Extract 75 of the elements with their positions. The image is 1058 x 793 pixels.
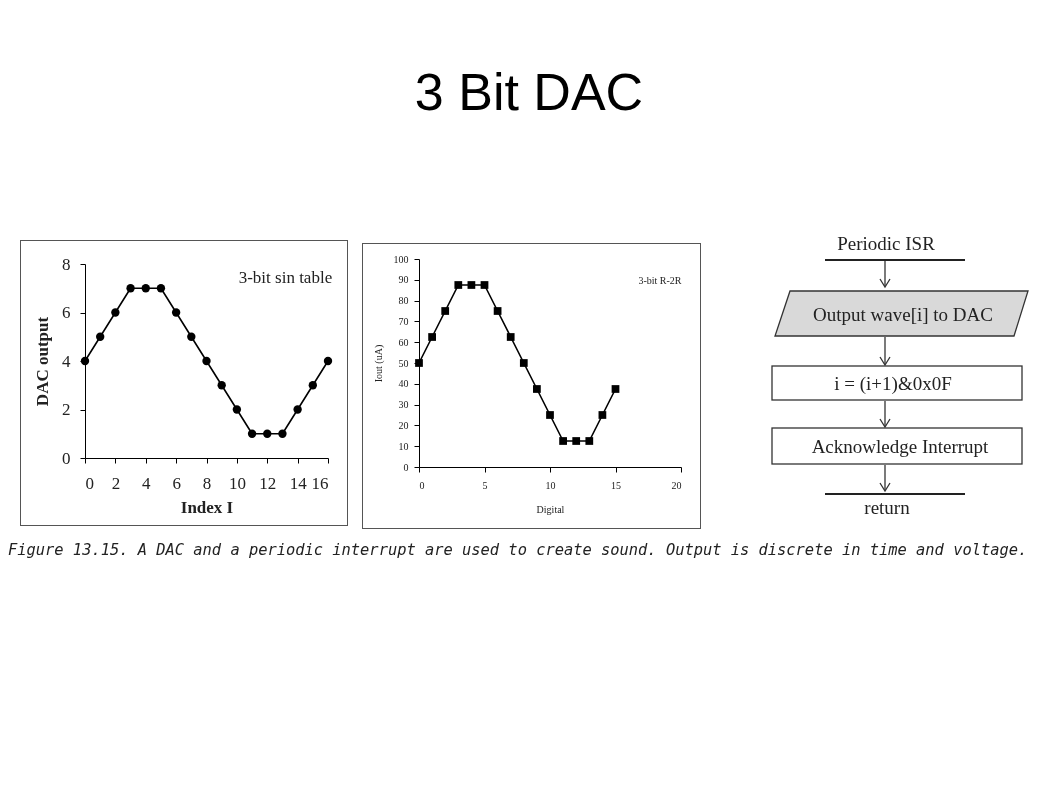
point xyxy=(247,429,257,438)
y-tick-label: 8 xyxy=(62,254,71,274)
x-axis-title: Digital xyxy=(536,503,565,515)
point xyxy=(546,411,554,419)
x-tick-label: 2 xyxy=(111,473,121,493)
point xyxy=(323,356,333,366)
y-tick-label: 4 xyxy=(62,351,71,371)
y-tick-label: 40 xyxy=(398,378,409,390)
point xyxy=(126,284,135,293)
text: 3-bit R-2R xyxy=(638,275,682,286)
point xyxy=(533,385,541,393)
x-axis-title: Index I xyxy=(180,497,234,517)
point xyxy=(111,308,120,317)
point xyxy=(428,333,436,341)
x-tick-label: 8 xyxy=(202,473,212,493)
point xyxy=(572,437,581,445)
point xyxy=(454,281,463,289)
y-tick-label: 6 xyxy=(62,303,71,322)
y-tick-label: 0 xyxy=(62,448,71,468)
x-tick-label: 10 xyxy=(545,479,556,491)
text: return xyxy=(864,497,911,518)
point xyxy=(293,405,302,414)
point xyxy=(187,332,196,341)
y-tick-label: 100 xyxy=(393,253,409,265)
y-tick-label: 0 xyxy=(403,461,409,473)
point xyxy=(263,429,272,438)
point xyxy=(467,281,476,289)
y-tick-label: 60 xyxy=(398,336,409,348)
y-tick-label: 70 xyxy=(398,315,409,327)
point xyxy=(441,307,450,315)
point xyxy=(480,281,489,289)
point xyxy=(217,381,226,390)
x-tick-label: 6 xyxy=(172,473,181,493)
point xyxy=(202,356,211,366)
x-tick-label: 0 xyxy=(85,473,94,493)
y-tick-label: 20 xyxy=(398,419,409,431)
text: i = (i+1)&0x0F xyxy=(834,373,952,395)
y-tick-label: 10 xyxy=(398,440,409,452)
point xyxy=(611,385,620,393)
point xyxy=(585,437,594,445)
x-tick-label: 15 xyxy=(611,479,621,491)
y-tick-label: 2 xyxy=(62,400,71,419)
point xyxy=(559,437,567,445)
point xyxy=(278,429,287,438)
x-tick-label: 0 xyxy=(419,479,425,491)
point xyxy=(232,405,242,414)
point xyxy=(171,308,181,317)
y-tick-label: 30 xyxy=(398,399,409,411)
chart-title: 3-bit sin table xyxy=(238,268,333,287)
x-tick-label: 16 xyxy=(311,473,329,493)
y-tick-label: 80 xyxy=(398,295,409,307)
point xyxy=(519,359,528,367)
text: Output wave[i] to DAC xyxy=(813,304,993,325)
x-tick-label: 12 xyxy=(259,473,277,493)
point xyxy=(96,332,105,341)
point xyxy=(141,284,150,293)
x-tick-label: 4 xyxy=(142,473,151,493)
point xyxy=(80,356,90,366)
x-tick-label: 10 xyxy=(228,473,246,493)
point xyxy=(308,381,317,390)
y-tick-label: 50 xyxy=(398,357,409,369)
text: Periodic ISR xyxy=(837,233,936,254)
y-axis-title: DAC output xyxy=(33,316,52,407)
y-tick-label: 90 xyxy=(398,274,409,286)
x-tick-label: 20 xyxy=(671,479,682,491)
point xyxy=(598,411,607,419)
point xyxy=(156,284,166,293)
x-tick-label: 14 xyxy=(289,473,308,493)
text: 3 Bit DAC xyxy=(413,62,645,122)
text: Acknowledge Interrupt xyxy=(811,436,990,457)
y-axis-title: Iout (uA) xyxy=(372,344,385,383)
point xyxy=(506,333,515,341)
point xyxy=(493,307,502,315)
x-tick-label: 5 xyxy=(482,479,488,491)
caption: Figure 13.15. A DAC and a periodic interrupt are used to create sound. Output is discrete in time and voltage. xyxy=(8,541,1028,559)
